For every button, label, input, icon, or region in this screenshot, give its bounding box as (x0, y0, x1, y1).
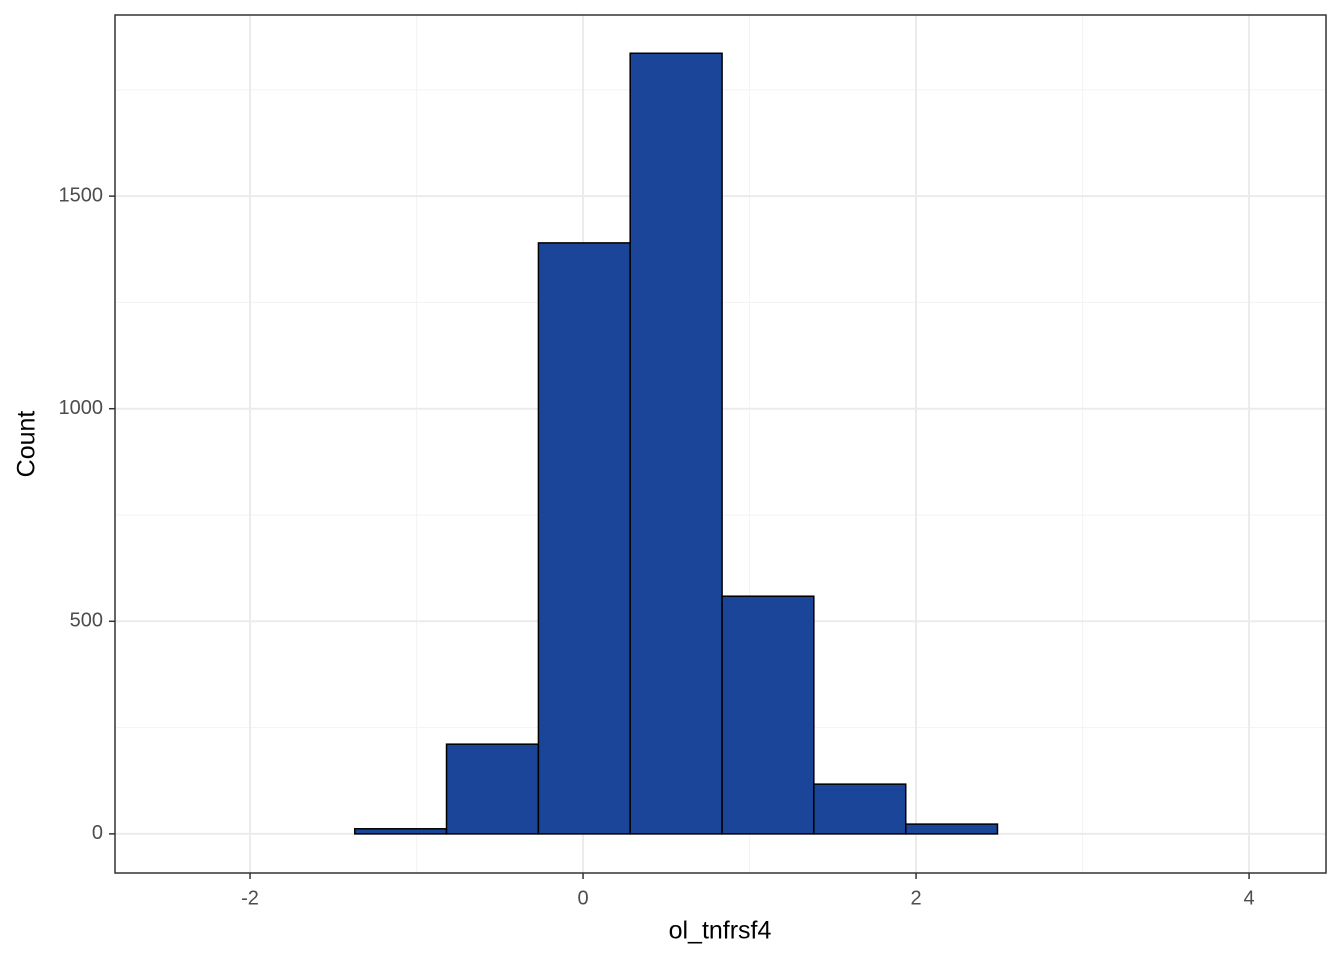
y-tick-label: 0 (92, 822, 103, 844)
y-axis-title: Count (13, 411, 41, 478)
bar (721, 595, 815, 835)
bar (354, 828, 448, 835)
bar (813, 783, 907, 835)
y-tick-label: 500 (70, 610, 103, 632)
bar (904, 823, 999, 835)
y-tick-label: 1500 (59, 184, 104, 206)
x-tick-label: -2 (241, 887, 259, 909)
panel-border (114, 14, 1327, 874)
x-axis-title: ol_tnfrsf4 (669, 917, 772, 945)
x-tick-label: 2 (910, 887, 921, 909)
bar (629, 52, 723, 835)
y-tick-label: 1000 (59, 397, 104, 419)
bar (537, 242, 631, 835)
bar (445, 743, 540, 835)
x-tick-label: 4 (1244, 887, 1255, 909)
x-tick-label: 0 (577, 887, 588, 909)
